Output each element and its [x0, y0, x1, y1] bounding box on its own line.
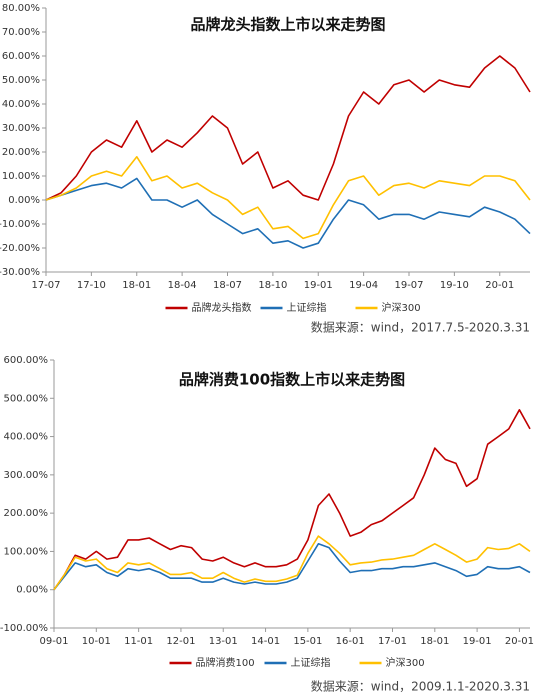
- x-tick-label: 17-07: [31, 280, 60, 291]
- x-tick-label: 18-01: [420, 636, 449, 647]
- x-tick-label: 18-10: [258, 280, 287, 291]
- x-tick-label: 15-01: [293, 636, 322, 647]
- x-tick-label: 10-01: [82, 636, 111, 647]
- y-tick-label: 80.00%: [2, 3, 40, 14]
- series-line: [45, 156, 531, 240]
- source-note: 数据来源：wind，2017.7.5-2020.3.31: [311, 320, 530, 335]
- x-tick-label: 20-01: [505, 636, 534, 647]
- y-tick-label: 400.00%: [4, 432, 49, 443]
- chart-title: 品牌龙头指数上市以来走势图: [190, 16, 385, 34]
- y-tick-label: 20.00%: [2, 147, 40, 158]
- y-tick-label: 0.00%: [16, 585, 48, 596]
- x-tick-label: 09-01: [39, 636, 68, 647]
- series-line: [45, 177, 531, 249]
- x-tick-label: 20-01: [485, 280, 514, 291]
- series-line: [53, 409, 531, 591]
- x-tick-label: 17-01: [378, 636, 407, 647]
- x-tick-label: 18-04: [168, 280, 197, 291]
- chart-title: 品牌消费100指数上市以来走势图: [179, 371, 405, 389]
- y-tick-label: -10.00%: [0, 219, 40, 230]
- legend-label: 上证综指: [291, 656, 331, 669]
- x-tick-label: 11-01: [124, 636, 153, 647]
- x-tick-label: 18-07: [213, 280, 242, 291]
- x-tick-label: 19-01: [463, 636, 492, 647]
- legend-label: 沪深300: [382, 301, 421, 314]
- series-line: [45, 55, 531, 201]
- x-tick-label: 19-10: [440, 280, 469, 291]
- legend-label: 品牌消费100: [196, 656, 255, 669]
- source-note: 数据来源：wind，2009.1.1-2020.3.31: [311, 679, 530, 694]
- y-tick-label: 50.00%: [2, 75, 40, 86]
- x-tick-label: 16-01: [336, 636, 365, 647]
- x-tick-label: 19-07: [394, 280, 423, 291]
- x-tick-label: 19-04: [349, 280, 378, 291]
- y-tick-label: 60.00%: [2, 51, 40, 62]
- y-tick-label: 10.00%: [2, 171, 40, 182]
- series-line: [53, 535, 531, 591]
- series-line: [53, 543, 531, 591]
- y-tick-label: 600.00%: [4, 355, 49, 366]
- y-tick-label: 500.00%: [4, 393, 49, 404]
- y-tick-label: -30.00%: [0, 267, 40, 278]
- y-tick-label: -100.00%: [0, 623, 48, 634]
- legend-label: 沪深300: [386, 656, 425, 669]
- legend-label: 上证综指: [287, 301, 327, 314]
- y-tick-label: 70.00%: [2, 27, 40, 38]
- x-tick-label: 18-01: [122, 280, 151, 291]
- x-tick-label: 17-10: [77, 280, 106, 291]
- y-tick-label: 200.00%: [4, 508, 49, 519]
- y-tick-label: 300.00%: [4, 470, 49, 481]
- x-tick-label: 19-01: [304, 280, 333, 291]
- y-tick-label: 0.00%: [8, 195, 40, 206]
- y-tick-label: 40.00%: [2, 99, 40, 110]
- legend-label: 品牌龙头指数: [192, 301, 252, 314]
- x-tick-label: 13-01: [209, 636, 238, 647]
- y-tick-label: -20.00%: [0, 243, 40, 254]
- x-tick-label: 12-01: [166, 636, 195, 647]
- y-tick-label: 100.00%: [4, 546, 49, 557]
- y-tick-label: 30.00%: [2, 123, 40, 134]
- x-tick-label: 14-01: [251, 636, 280, 647]
